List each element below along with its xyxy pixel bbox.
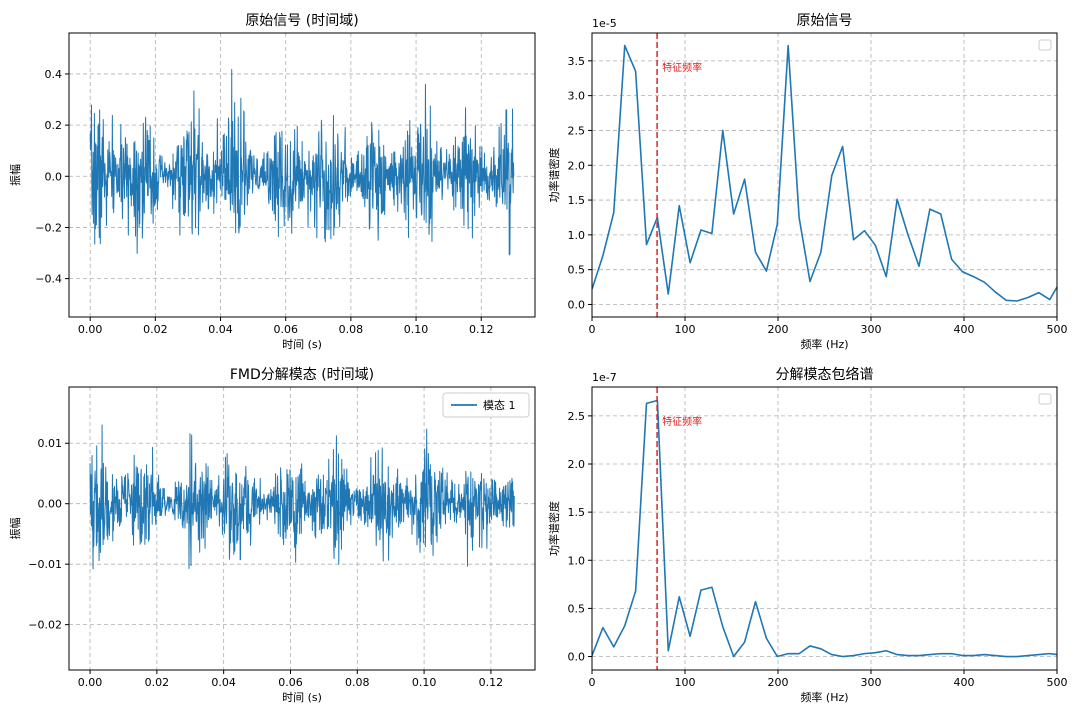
y-tick-label: 2.5 bbox=[568, 410, 586, 423]
x-tick-label: 400 bbox=[954, 676, 975, 689]
x-tick-label: 200 bbox=[768, 676, 789, 689]
x-tick-label: 0.04 bbox=[211, 676, 236, 689]
y-tick-label: 0.0 bbox=[45, 170, 63, 183]
y-axis-label: 振幅 bbox=[8, 518, 22, 540]
x-tick-label: 0.12 bbox=[469, 323, 494, 336]
y-tick-label: 3.5 bbox=[568, 55, 586, 68]
x-tick-label: 100 bbox=[675, 323, 696, 336]
y-axis-label: 振幅 bbox=[8, 164, 22, 186]
x-tick-label: 300 bbox=[861, 676, 882, 689]
x-axis-label: 时间 (s) bbox=[282, 691, 322, 704]
y-tick-label: −0.01 bbox=[28, 558, 62, 571]
axis-offset-text: 1e-7 bbox=[592, 371, 617, 384]
x-tick-label: 0 bbox=[589, 323, 596, 336]
x-tick-label: 0.02 bbox=[145, 676, 170, 689]
grid bbox=[591, 387, 1058, 670]
legend-box bbox=[442, 392, 530, 418]
axis-offset-text: 1e-5 bbox=[592, 17, 617, 30]
y-tick-label: 1.0 bbox=[568, 554, 586, 567]
legend-box bbox=[1038, 39, 1052, 51]
y-tick-label: 2.0 bbox=[568, 458, 586, 471]
chart-title: FMD分解模态 (时间域) bbox=[230, 367, 374, 383]
y-tick-label: 0.01 bbox=[38, 437, 63, 450]
y-tick-label: 0.4 bbox=[45, 68, 63, 81]
x-tick-label: 500 bbox=[1047, 323, 1068, 336]
legend-box bbox=[1038, 393, 1052, 405]
y-tick-label: 0.0 bbox=[568, 298, 586, 311]
x-tick-label: 500 bbox=[1047, 676, 1068, 689]
x-tick-label: 0 bbox=[589, 676, 596, 689]
x-axis-label: 频率 (Hz) bbox=[800, 337, 848, 351]
y-tick-label: −0.4 bbox=[35, 273, 62, 286]
y-axis-label: 功率谱密度 bbox=[547, 501, 561, 556]
feature-frequency-label: 特征频率 bbox=[662, 415, 702, 428]
grid bbox=[69, 387, 535, 670]
x-tick-label: 400 bbox=[954, 323, 975, 336]
plot-frame bbox=[68, 386, 536, 671]
x-tick-label: 200 bbox=[768, 323, 789, 336]
y-axis-label: 功率谱密度 bbox=[547, 148, 561, 203]
x-tick-label: 0.00 bbox=[78, 676, 103, 689]
signal-line bbox=[89, 68, 515, 256]
spectrum-line bbox=[592, 44, 1057, 302]
plot-frame bbox=[591, 32, 1058, 318]
y-tick-label: 2.5 bbox=[568, 124, 586, 137]
signal-line bbox=[89, 424, 515, 570]
x-tick-label: 0.08 bbox=[339, 323, 364, 336]
x-tick-label: 0.08 bbox=[345, 676, 370, 689]
x-tick-label: 300 bbox=[861, 323, 882, 336]
chart-title: 分解模态包络谱 bbox=[776, 367, 874, 383]
plot-frame bbox=[68, 32, 536, 318]
x-tick-label: 0.04 bbox=[208, 323, 233, 336]
chart-1: 0.00 0.02 0.04 0.06 0.08 0.10 0.12 −0.4 −0.2 0.0 0… bbox=[8, 13, 536, 351]
grid bbox=[591, 33, 1058, 317]
y-tick-label: 0.5 bbox=[568, 264, 586, 277]
y-tick-label: 0.5 bbox=[568, 602, 586, 615]
legend: 模态 1 bbox=[442, 392, 530, 418]
chart-2: 特征频率 0 100 200 300 400 500 0.0 0.5 1.0 1.5 2.0 2.5 3.… bbox=[547, 13, 1068, 351]
chart-3: 0.00 0.02 0.04 0.06 0.08 0.10 0.12 −0.02 −0.01 0.… bbox=[8, 367, 536, 704]
feature-frequency-label: 特征频率 bbox=[662, 61, 702, 74]
x-axis-label: 时间 (s) bbox=[282, 338, 322, 351]
spectrum-line bbox=[592, 399, 1057, 658]
y-tick-label: 3.0 bbox=[568, 90, 586, 103]
x-tick-label: 0.00 bbox=[78, 323, 103, 336]
y-tick-label: 1.5 bbox=[568, 194, 586, 207]
legend-label: 模态 1 bbox=[483, 399, 516, 412]
chart-4: 特征频率 0 100 200 300 400 500 0.0 0.5 1.0 1.5 2.0 2.5 分解… bbox=[547, 367, 1068, 704]
x-tick-label: 0.12 bbox=[479, 676, 504, 689]
chart-title: 原始信号 bbox=[797, 13, 853, 29]
y-tick-label: 2.0 bbox=[568, 159, 586, 172]
y-tick-label: −0.2 bbox=[35, 221, 62, 234]
chart-title: 原始信号 (时间域) bbox=[245, 13, 358, 29]
x-tick-label: 0.06 bbox=[273, 323, 298, 336]
x-tick-label: 100 bbox=[675, 676, 696, 689]
x-tick-label: 0.10 bbox=[404, 323, 429, 336]
y-tick-label: −0.02 bbox=[28, 619, 62, 632]
y-tick-label: 0.2 bbox=[45, 119, 63, 132]
x-tick-label: 0.06 bbox=[278, 676, 303, 689]
x-tick-label: 0.02 bbox=[143, 323, 168, 336]
y-tick-label: 1.5 bbox=[568, 506, 586, 519]
y-tick-label: 0.0 bbox=[568, 651, 586, 664]
y-tick-label: 1.0 bbox=[568, 229, 586, 242]
x-axis-label: 频率 (Hz) bbox=[800, 690, 848, 704]
y-tick-label: 0.00 bbox=[38, 498, 63, 511]
x-tick-label: 0.10 bbox=[412, 676, 437, 689]
plot-frame bbox=[591, 386, 1058, 671]
